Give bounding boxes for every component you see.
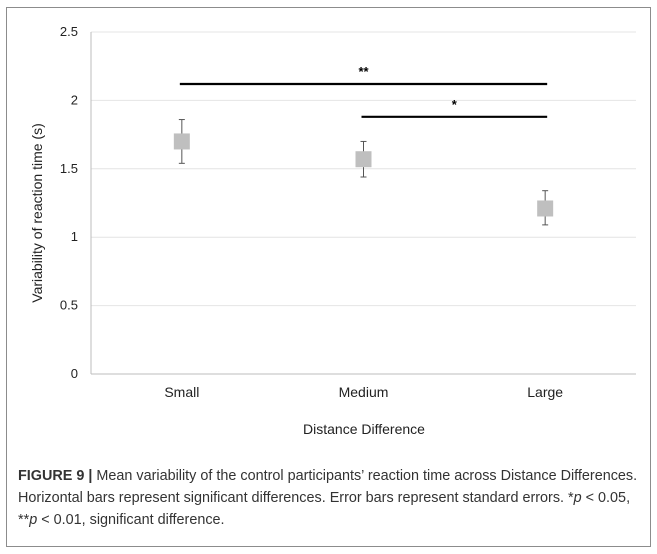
data-point [355,151,372,168]
y-tick-label: 2 [71,92,78,107]
x-tick-label: Large [527,384,563,400]
x-axis-title: Distance Difference [303,421,425,437]
caption-p-symbol-1: p [573,490,582,506]
caption-text-1: Mean variability of the control particip… [18,468,638,506]
y-tick-label: 1.5 [60,161,78,176]
caption-text-3: < 0.01, significant difference. [37,512,225,528]
data-point [537,200,554,217]
chart: 0 0.5 1 1.5 2 2.5 Small Medium Large Distance Dif… [29,24,636,437]
y-tick-label: 0 [71,366,78,381]
data-point [173,133,190,150]
caption-text-2: < 0.05, ** [18,490,631,528]
significance-label: * [452,97,458,112]
y-tick-label: 2.5 [60,24,78,39]
y-tick-label: 0.5 [60,298,78,313]
y-axis-title: Variability of reaction time (s) [29,123,45,302]
figure-frame [6,7,651,547]
y-tick-label: 1 [71,229,78,244]
figure-caption: FIGURE 9 | Mean variability of the contr… [18,465,646,531]
significance-label: ** [358,64,369,79]
caption-p-symbol-2: p [29,512,38,528]
x-tick-label: Medium [339,384,389,400]
x-tick-label: Small [164,384,199,400]
figure-label: FIGURE 9 | [18,468,93,484]
